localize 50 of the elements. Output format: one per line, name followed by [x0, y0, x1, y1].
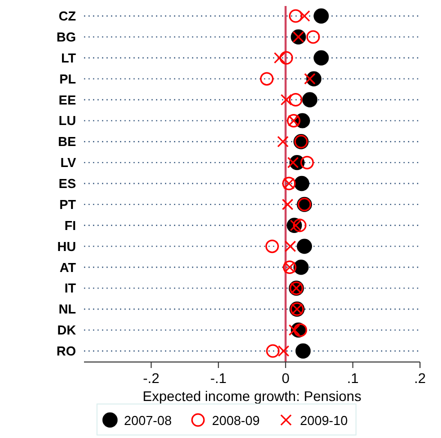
point: [278, 345, 290, 357]
y-tick-label: RO: [56, 344, 76, 358]
point: [260, 72, 274, 86]
x-tick-label: .1: [346, 370, 359, 386]
y-tick-label: IT: [64, 280, 76, 296]
y-tick-label: FI: [64, 218, 76, 233]
y-tick-label: PL: [59, 71, 76, 86]
point: [293, 260, 309, 275]
y-tick-label: NL: [58, 302, 76, 317]
y-tick-label: BE: [58, 134, 76, 150]
point: [265, 240, 279, 254]
point: [296, 238, 312, 254]
point: [280, 94, 292, 106]
point: [295, 343, 311, 359]
point: [266, 344, 280, 358]
point: [314, 50, 329, 66]
y-tick-label: AT: [60, 260, 76, 275]
point: [292, 218, 306, 232]
legend-label: 2008-09: [212, 413, 260, 428]
y-tick-label: LV: [60, 155, 76, 170]
point: [288, 93, 302, 106]
point: [294, 176, 310, 192]
y-tick-label: DK: [57, 322, 77, 338]
point: [274, 52, 286, 64]
point: [280, 51, 294, 65]
legend-label: 2007-08: [124, 413, 172, 428]
y-tick-label: EE: [58, 92, 76, 108]
point: [298, 10, 310, 22]
point: [302, 92, 318, 108]
y-tick-label: CZ: [58, 8, 76, 24]
point: [277, 136, 289, 148]
y-tick-label: HU: [57, 238, 76, 254]
x-axis-title: Expected income growth: Pensions: [142, 388, 362, 404]
x-tick-label: 0: [282, 370, 290, 386]
y-tick-label: BG: [56, 29, 76, 44]
point: [314, 8, 329, 24]
x-tick-label: -.2: [143, 370, 160, 386]
point: [306, 30, 320, 44]
point: [284, 240, 296, 252]
x-tick-label: .2: [414, 370, 426, 386]
point: [282, 198, 294, 210]
point: [294, 323, 308, 337]
x-tick-label: -.1: [210, 370, 227, 386]
y-tick-label: PT: [59, 196, 76, 212]
point: [288, 9, 302, 23]
y-tick-label: ES: [58, 176, 76, 191]
y-tick-label: LU: [58, 113, 76, 128]
legend-label: 2009-10: [300, 413, 348, 428]
point: [300, 156, 314, 170]
y-tick-label: LT: [61, 50, 76, 66]
